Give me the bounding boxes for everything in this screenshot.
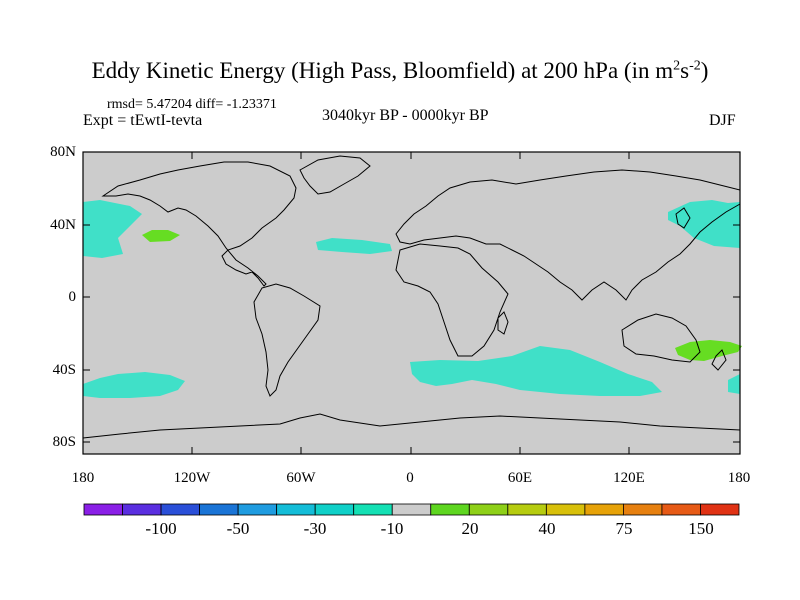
colorbar-swatch	[661, 503, 701, 516]
colorbar-swatch	[584, 503, 624, 516]
north-america-coast	[101, 161, 297, 287]
lon-label-180w: 180	[71, 470, 95, 486]
australia-coast	[621, 313, 701, 363]
eurasia-coast	[395, 169, 741, 301]
lon-label-120w: 120W	[173, 470, 211, 486]
colorbar-swatch	[507, 503, 547, 516]
greenland-coast	[299, 155, 371, 195]
lat-label-40s: 40S	[52, 362, 76, 378]
negative-region	[83, 200, 142, 258]
negative-region	[316, 238, 392, 254]
madagascar-coast	[497, 311, 509, 335]
colorbar-swatch	[83, 503, 123, 516]
colorbar-label: -50	[226, 519, 250, 538]
lat-label-80s: 80S	[52, 434, 76, 450]
antarctica-coast	[82, 413, 741, 439]
period-label: 3040kyr BP - 0000kyr BP	[322, 107, 489, 124]
negative-region	[410, 346, 662, 396]
africa-coast	[395, 243, 509, 357]
colorbar-swatch	[160, 503, 200, 516]
lon-label-60w: 60W	[286, 470, 316, 486]
positive-region	[142, 230, 180, 242]
stats-text: rmsd= 5.47204 diff= -1.23371	[107, 97, 277, 112]
lat-ticks	[83, 151, 740, 443]
colorbar-swatch	[122, 503, 162, 516]
colorbar-swatch	[314, 503, 355, 516]
lon-label-180e: 180	[727, 470, 751, 486]
colorbar-swatch	[545, 503, 586, 516]
lat-label-40n: 40N	[50, 217, 76, 233]
colorbar-swatch	[237, 503, 278, 516]
colorbar-label: -100	[145, 519, 177, 538]
negative-region	[83, 372, 185, 398]
lon-label-0: 0	[406, 470, 414, 486]
season-label: DJF	[709, 112, 736, 129]
colorbar-label: 75	[615, 519, 633, 538]
lon-ticks	[191, 152, 630, 454]
colorbar-label: 40	[538, 519, 556, 538]
japan-coast	[675, 207, 691, 229]
negative-region	[728, 374, 740, 394]
colorbar-swatch	[276, 503, 316, 516]
colorbar-swatch	[353, 503, 393, 516]
colorbar-swatch	[430, 503, 470, 516]
colorbar	[83, 503, 740, 516]
colorbar-swatch	[199, 503, 239, 516]
colorbar-label: -10	[380, 519, 404, 538]
colorbar-swatch	[623, 503, 663, 516]
experiment-label: Expt = tEwtI-tevta	[83, 112, 203, 129]
lat-label-80n: 80N	[50, 144, 76, 160]
chart-title: Eddy Kinetic Energy (High Pass, Bloomfie…	[91, 58, 709, 83]
map-background	[83, 152, 740, 454]
colorbar-label: -30	[303, 519, 327, 538]
new-zealand-coast	[711, 349, 727, 371]
lon-label-120e: 120E	[613, 470, 645, 486]
colorbar-label: 150	[688, 519, 714, 538]
colorbar-swatch	[468, 503, 509, 516]
colorbar-swatch	[391, 503, 432, 516]
colorbar-label: 20	[461, 519, 479, 538]
lat-label-0: 0	[68, 289, 77, 305]
positive-region	[675, 340, 742, 361]
colorbar-swatch	[700, 503, 740, 516]
coastlines	[82, 155, 741, 439]
lon-label-60e: 60E	[507, 470, 533, 486]
south-america-coast	[253, 283, 321, 397]
